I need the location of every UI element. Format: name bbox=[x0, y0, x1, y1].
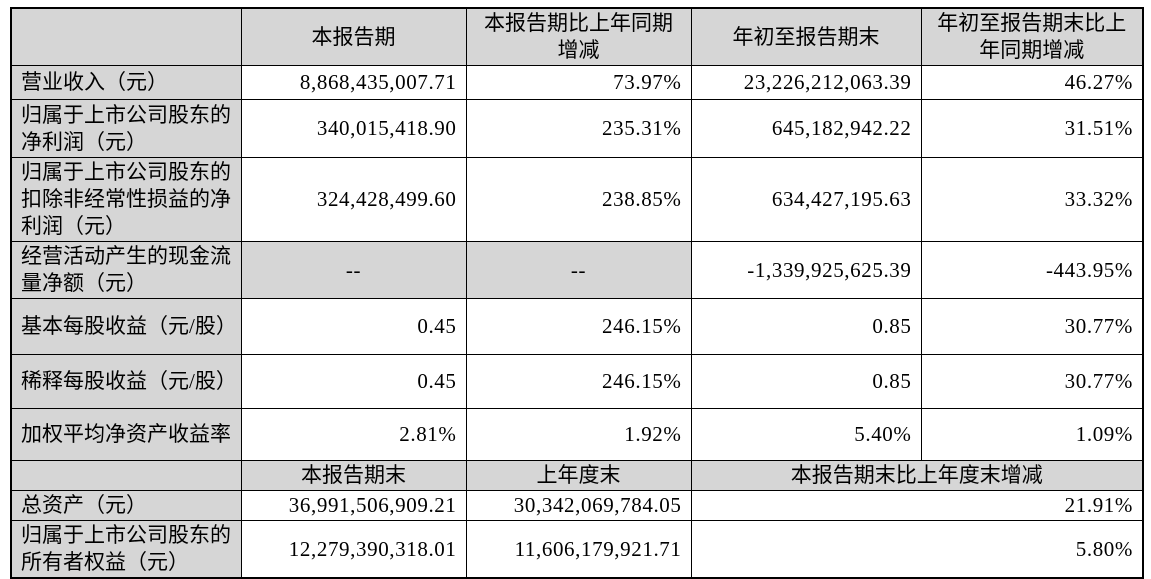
corner-cell bbox=[10, 460, 242, 491]
cell-period-change: 1.92% bbox=[465, 408, 692, 461]
header-end-of-prior-year: 上年度末 bbox=[465, 460, 692, 491]
cell-period-change-na: -- bbox=[465, 241, 692, 299]
cell-period-change: 73.97% bbox=[465, 65, 692, 100]
header-end-of-period: 本报告期末 bbox=[240, 460, 467, 491]
cell-ytd-change: 30.77% bbox=[920, 354, 1144, 409]
cell-ytd-change: 33.32% bbox=[920, 157, 1144, 242]
section1-header-row: 本报告期 本报告期比上年同期增减 年初至报告期末 年初至报告期末比上年同期增减 bbox=[10, 7, 1144, 66]
header-change-vs-prior-year-end: 本报告期末比上年度末增减 bbox=[690, 460, 1144, 491]
table-row-total-assets: 总资产（元） 36,991,506,909.21 30,342,069,784.… bbox=[10, 490, 1144, 521]
cell-period-change: 235.31% bbox=[465, 99, 692, 158]
row-label: 营业收入（元） bbox=[10, 65, 242, 100]
cell-ytd-change: 46.27% bbox=[920, 65, 1144, 100]
row-label: 加权平均净资产收益率 bbox=[10, 408, 242, 461]
cell-ytd: 5.40% bbox=[690, 408, 922, 461]
corner-cell bbox=[10, 7, 242, 66]
cell-ytd: 0.85 bbox=[690, 354, 922, 409]
cell-current-period: 2.81% bbox=[240, 408, 467, 461]
cell-current-period: 0.45 bbox=[240, 298, 467, 355]
cell-ytd-change: -443.95% bbox=[920, 241, 1144, 299]
cell-end-of-period: 12,279,390,318.01 bbox=[240, 520, 467, 579]
row-label: 归属于上市公司股东的净利润（元） bbox=[10, 99, 242, 158]
cell-ytd: 645,182,942.22 bbox=[690, 99, 922, 158]
row-label: 总资产（元） bbox=[10, 490, 242, 521]
cell-period-change: 246.15% bbox=[465, 298, 692, 355]
table-row-operating-cash-flow: 经营活动产生的现金流量净额（元） -- -- -1,339,925,625.39… bbox=[10, 241, 1144, 299]
table-row-basic-eps: 基本每股收益（元/股） 0.45 246.15% 0.85 30.77% bbox=[10, 298, 1144, 355]
table-row-net-profit-excl-nonrecurring: 归属于上市公司股东的扣除非经常性损益的净利润（元） 324,428,499.60… bbox=[10, 157, 1144, 242]
cell-current-period: 0.45 bbox=[240, 354, 467, 409]
cell-change-vs-prior-year-end: 21.91% bbox=[690, 490, 1144, 521]
cell-current-period: 8,868,435,007.71 bbox=[240, 65, 467, 100]
cell-ytd: -1,339,925,625.39 bbox=[690, 241, 922, 299]
row-label: 归属于上市公司股东的所有者权益（元） bbox=[10, 520, 242, 579]
cell-period-change: 246.15% bbox=[465, 354, 692, 409]
cell-current-period: 324,428,499.60 bbox=[240, 157, 467, 242]
header-current-period: 本报告期 bbox=[240, 7, 467, 66]
cell-ytd: 23,226,212,063.39 bbox=[690, 65, 922, 100]
table-row-weighted-avg-roe: 加权平均净资产收益率 2.81% 1.92% 5.40% 1.09% bbox=[10, 408, 1144, 461]
financial-summary-table: 本报告期 本报告期比上年同期增减 年初至报告期末 年初至报告期末比上年同期增减 … bbox=[10, 7, 1144, 579]
cell-ytd: 0.85 bbox=[690, 298, 922, 355]
table-row-equity-attributable: 归属于上市公司股东的所有者权益（元） 12,279,390,318.01 11,… bbox=[10, 520, 1144, 579]
cell-period-change: 238.85% bbox=[465, 157, 692, 242]
cell-current-period-na: -- bbox=[240, 241, 467, 299]
table-row-net-profit: 归属于上市公司股东的净利润（元） 340,015,418.90 235.31% … bbox=[10, 99, 1144, 158]
row-label: 经营活动产生的现金流量净额（元） bbox=[10, 241, 242, 299]
row-label: 基本每股收益（元/股） bbox=[10, 298, 242, 355]
row-label: 稀释每股收益（元/股） bbox=[10, 354, 242, 409]
cell-change-vs-prior-year-end: 5.80% bbox=[690, 520, 1144, 579]
table-row-revenue: 营业收入（元） 8,868,435,007.71 73.97% 23,226,2… bbox=[10, 65, 1144, 100]
cell-ytd-change: 1.09% bbox=[920, 408, 1144, 461]
row-label: 归属于上市公司股东的扣除非经常性损益的净利润（元） bbox=[10, 157, 242, 242]
header-ytd-yoy-change: 年初至报告期末比上年同期增减 bbox=[920, 7, 1144, 66]
header-ytd: 年初至报告期末 bbox=[690, 7, 922, 66]
header-current-period-yoy-change: 本报告期比上年同期增减 bbox=[465, 7, 692, 66]
section2-header-row: 本报告期末 上年度末 本报告期末比上年度末增减 bbox=[10, 460, 1144, 491]
cell-end-of-period: 36,991,506,909.21 bbox=[240, 490, 467, 521]
cell-current-period: 340,015,418.90 bbox=[240, 99, 467, 158]
cell-end-of-prior-year: 30,342,069,784.05 bbox=[465, 490, 692, 521]
cell-ytd-change: 30.77% bbox=[920, 298, 1144, 355]
table-row-diluted-eps: 稀释每股收益（元/股） 0.45 246.15% 0.85 30.77% bbox=[10, 354, 1144, 409]
cell-end-of-prior-year: 11,606,179,921.71 bbox=[465, 520, 692, 579]
cell-ytd: 634,427,195.63 bbox=[690, 157, 922, 242]
cell-ytd-change: 31.51% bbox=[920, 99, 1144, 158]
